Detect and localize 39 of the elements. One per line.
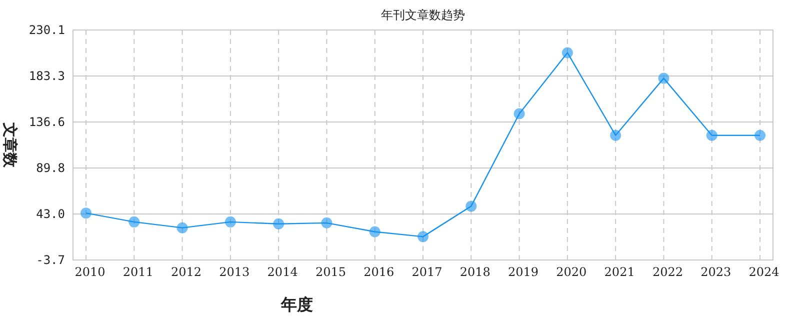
x-tick-label: 2024 [748, 265, 780, 279]
x-tick-label: 2018 [460, 265, 490, 279]
point [176, 222, 188, 234]
y-tick-label: 89.8 [36, 161, 65, 176]
y-tick-label: 230.1 [28, 23, 65, 37]
x-tick-label: 2016 [364, 265, 394, 279]
point [658, 72, 670, 84]
x-tick-label: 2012 [171, 265, 202, 279]
point [562, 47, 573, 58]
x-tick-label: 2011 [122, 265, 154, 279]
point [610, 130, 622, 141]
x-tick-label: 2015 [315, 265, 346, 279]
point [418, 231, 428, 242]
x-tick-label: 2010 [74, 265, 106, 279]
x-tick-label: 2017 [412, 265, 442, 279]
point [273, 218, 284, 230]
point [128, 216, 140, 228]
y-tick-label: -3.7 [36, 253, 65, 267]
x-tick-label: 2014 [267, 265, 298, 279]
x-tick-label: 2020 [556, 265, 587, 279]
y-axis-title: 文章数 [1, 122, 19, 168]
point [754, 130, 766, 141]
point [706, 130, 718, 141]
x-tick-label: 2023 [700, 265, 732, 279]
y-tick-label: 43.0 [36, 207, 65, 222]
x-tick-label: 2013 [219, 265, 250, 279]
point [369, 226, 380, 238]
point [466, 200, 477, 212]
x-axis-title: 年度 [280, 295, 313, 314]
y-tick-label: 136.6 [28, 114, 65, 129]
point [224, 216, 236, 228]
x-tick-label: 2022 [652, 265, 683, 279]
y-tick-label: 183.3 [28, 69, 65, 84]
point [514, 108, 525, 120]
chart-title: 年刊文章数趋势 [381, 8, 465, 22]
x-tick-label: 2019 [508, 265, 539, 279]
x-tick-label: 2021 [604, 265, 635, 279]
point [80, 208, 92, 219]
point [321, 217, 332, 228]
